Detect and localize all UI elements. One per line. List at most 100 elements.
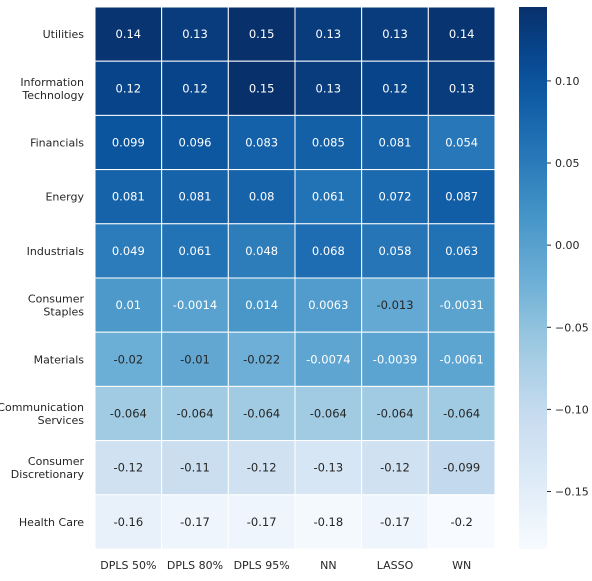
cell-value-label: 0.096 bbox=[179, 136, 212, 150]
heatmap-cell bbox=[361, 440, 429, 496]
heatmap-cell bbox=[294, 385, 363, 442]
cell-value-label: 0.13 bbox=[316, 81, 342, 95]
heatmap-cell bbox=[361, 494, 429, 550]
cell-value-label: 0.15 bbox=[249, 27, 275, 41]
column-tick-label: NN bbox=[320, 559, 336, 572]
cell-value-label: 0.058 bbox=[379, 244, 412, 258]
cell-value-label: 0.085 bbox=[312, 136, 345, 150]
heatmap-cell bbox=[427, 60, 496, 116]
row-tick-label: Energy bbox=[45, 191, 84, 204]
heatmap-cell bbox=[294, 331, 363, 387]
cell-value-label: 0.13 bbox=[316, 27, 342, 41]
row-tick-label: Technology bbox=[21, 89, 84, 102]
column-tick-label: WN bbox=[452, 559, 471, 572]
cell-value-label: -0.12 bbox=[247, 461, 277, 475]
heatmap-cell bbox=[227, 440, 296, 496]
column-tick-labels: DPLS 50% DPLS 80% DPLS 95% NN LASSO WN bbox=[100, 559, 471, 572]
cell-value-label: 0.01 bbox=[116, 298, 142, 312]
heatmap-cell bbox=[94, 277, 163, 333]
cell-value-label: 0.081 bbox=[379, 136, 412, 150]
row-tick-label: Materials bbox=[34, 353, 85, 366]
cell-value-label: -0.064 bbox=[176, 407, 213, 421]
cell-value-label: 0.049 bbox=[112, 244, 145, 258]
colorbar-tick-label: 0.05 bbox=[555, 157, 580, 170]
heatmap-cell bbox=[294, 223, 363, 279]
heatmap-cell bbox=[294, 114, 363, 171]
heatmap-cell bbox=[427, 440, 496, 496]
cell-value-label: -0.064 bbox=[443, 407, 480, 421]
column-tick-label: LASSO bbox=[377, 559, 414, 572]
cell-value-label: 0.13 bbox=[182, 27, 208, 41]
heatmap-cell bbox=[227, 223, 296, 279]
cell-value-label: 0.08 bbox=[249, 190, 275, 204]
heatmap-cell bbox=[361, 169, 429, 225]
heatmap-cell bbox=[427, 385, 496, 442]
cell-value-label: 0.099 bbox=[112, 136, 145, 150]
cell-value-label: -0.0074 bbox=[306, 352, 350, 366]
row-tick-label: Utilities bbox=[43, 28, 85, 41]
heatmap-cell bbox=[294, 169, 363, 225]
cell-value-label: 0.081 bbox=[179, 190, 212, 204]
cell-value-label: -0.01 bbox=[180, 352, 210, 366]
cell-value-label: 0.061 bbox=[312, 190, 345, 204]
heatmap-cell bbox=[161, 494, 229, 550]
cell-value-label: -0.099 bbox=[443, 461, 480, 475]
cell-value-labels: 0.14 0.13 0.15 0.13 0.13 0.14 0.12 0.12 0.15 0.13… bbox=[110, 27, 484, 529]
heatmap-cell bbox=[427, 223, 496, 279]
colorbar: 0.10 0.05 0.00 −0.05 −0.10 −0.15 bbox=[519, 7, 589, 549]
heatmap-cell bbox=[94, 6, 163, 62]
colorbar-tick-label: 0.10 bbox=[555, 75, 580, 88]
cell-value-label: 0.12 bbox=[382, 81, 408, 95]
cell-value-label: -0.022 bbox=[243, 352, 280, 366]
heatmap-cell bbox=[161, 440, 229, 496]
heatmap-cell bbox=[161, 6, 229, 62]
cell-value-label: -0.12 bbox=[113, 461, 143, 475]
cell-value-label: 0.12 bbox=[116, 81, 142, 95]
heatmap-cell bbox=[227, 331, 296, 387]
heatmap-cell bbox=[361, 114, 429, 171]
cell-value-label: -0.2 bbox=[450, 515, 472, 529]
heatmap-cells bbox=[94, 6, 496, 550]
heatmap-cell bbox=[294, 60, 363, 116]
cell-value-label: -0.064 bbox=[243, 407, 280, 421]
row-tick-label: Consumer bbox=[28, 455, 85, 468]
cell-value-label: 0.081 bbox=[112, 190, 145, 204]
heatmap-cell bbox=[161, 60, 229, 116]
colorbar-tick-label: −0.10 bbox=[555, 403, 589, 416]
cell-value-label: 0.072 bbox=[379, 190, 412, 204]
cell-value-label: 0.014 bbox=[245, 298, 278, 312]
cell-value-label: -0.064 bbox=[376, 407, 413, 421]
cell-value-label: -0.13 bbox=[313, 461, 343, 475]
cell-value-label: 0.054 bbox=[445, 136, 478, 150]
heatmap-cell bbox=[94, 440, 163, 496]
cell-value-label: -0.17 bbox=[180, 515, 210, 529]
row-tick-label: Industrials bbox=[27, 245, 85, 258]
cell-value-label: 0.0063 bbox=[308, 298, 348, 312]
cell-value-label: 0.12 bbox=[182, 81, 208, 95]
cell-value-label: -0.17 bbox=[247, 515, 277, 529]
column-tick-label: DPLS 80% bbox=[167, 559, 223, 572]
colorbar-gradient bbox=[519, 7, 547, 549]
heatmap-cell bbox=[227, 385, 296, 442]
row-tick-label: Health Care bbox=[19, 516, 84, 529]
cell-value-label: -0.0014 bbox=[173, 298, 217, 312]
heatmap-cell bbox=[94, 494, 163, 550]
row-tick-label: Financials bbox=[30, 137, 84, 150]
heatmap-cell bbox=[227, 6, 296, 62]
cell-value-label: -0.0039 bbox=[373, 352, 417, 366]
cell-value-label: -0.17 bbox=[380, 515, 410, 529]
column-tick-label: DPLS 50% bbox=[100, 559, 156, 572]
heatmap-cell bbox=[94, 331, 163, 387]
cell-value-label: -0.064 bbox=[110, 407, 147, 421]
cell-value-label: -0.16 bbox=[113, 515, 143, 529]
cell-value-label: 0.14 bbox=[449, 27, 475, 41]
cell-value-label: -0.11 bbox=[180, 461, 210, 475]
cell-value-label: -0.0031 bbox=[439, 298, 483, 312]
colorbar-tick-label: −0.05 bbox=[555, 321, 589, 334]
heatmap-cell bbox=[94, 385, 163, 442]
cell-value-label: 0.083 bbox=[245, 136, 278, 150]
cell-value-label: 0.048 bbox=[245, 244, 278, 258]
